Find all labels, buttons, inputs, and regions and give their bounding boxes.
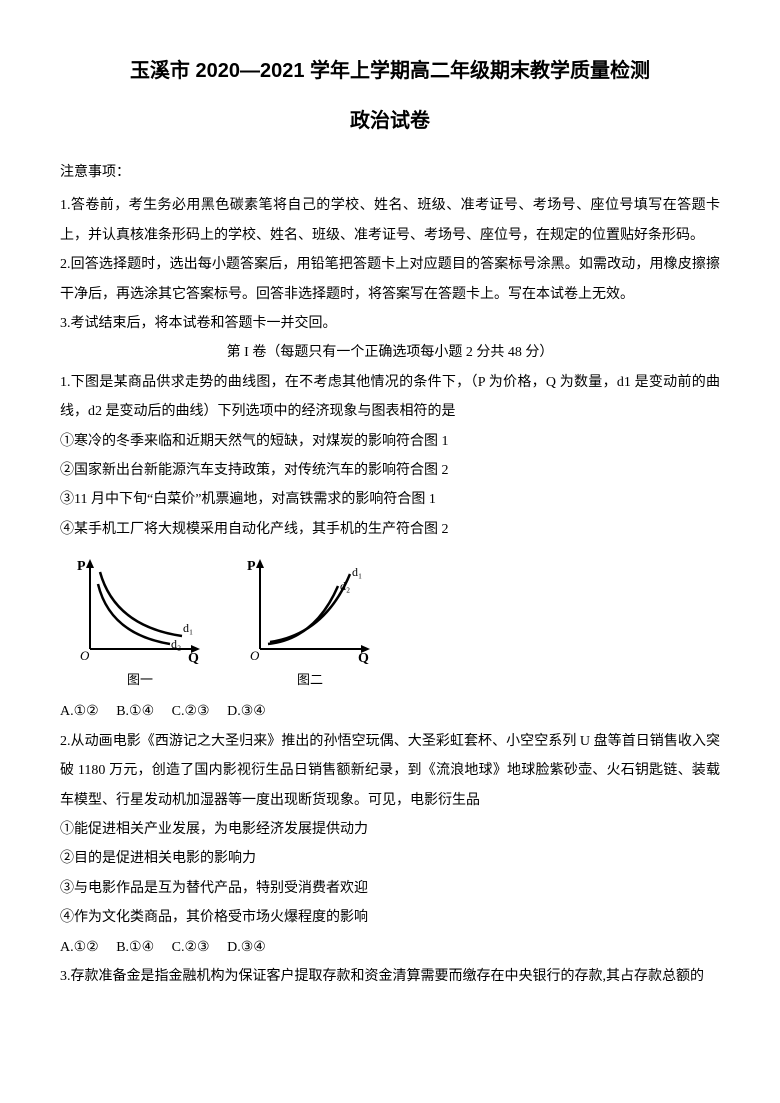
q2-choice-a: A.①② <box>60 940 99 955</box>
q1-choices: A.①② B.①④ C.②③ D.③④ <box>60 697 720 726</box>
chart1-o-label: O <box>80 648 90 663</box>
q1-statement-1: ①寒冷的冬季来临和近期天然气的短缺，对煤炭的影响符合图 1 <box>60 427 720 456</box>
q1-charts: P O Q d₁ d₂ 图一 P O Q d₁ d₂ 图二 <box>70 554 720 693</box>
chart2-q-label: Q <box>358 651 369 664</box>
q1-choice-a: A.①② <box>60 704 99 719</box>
chart1-d1-label: d₁ <box>183 621 193 635</box>
chart2-d1-label: d₁ <box>352 565 362 579</box>
q2-statement-4: ④作为文化类商品，其价格受市场火爆程度的影响 <box>60 903 720 932</box>
notice-item-3: 3.考试结束后，将本试卷和答题卡一并交回。 <box>60 309 720 338</box>
q1-statement-4: ④某手机工厂将大规模采用自动化产线，其手机的生产符合图 2 <box>60 515 720 544</box>
title-sub: 政治试卷 <box>60 100 720 142</box>
chart-2-svg: P O Q d₁ d₂ <box>240 554 380 664</box>
q2-choices: A.①② B.①④ C.②③ D.③④ <box>60 933 720 962</box>
section-1-header: 第 I 卷（每题只有一个正确选项每小题 2 分共 48 分） <box>60 338 720 367</box>
chart1-q-label: Q <box>188 651 199 664</box>
q1-choice-c: C.②③ <box>172 704 210 719</box>
chart-1-svg: P O Q d₁ d₂ <box>70 554 210 664</box>
chart1-d2-label: d₂ <box>171 637 181 651</box>
chart2-d2-label: d₂ <box>340 579 350 593</box>
chart-2-caption: 图二 <box>297 666 323 693</box>
chart-1: P O Q d₁ d₂ 图一 <box>70 554 210 693</box>
q1-statement-3: ③11 月中下旬“白菜价”机票遍地，对高铁需求的影响符合图 1 <box>60 485 720 514</box>
title-main: 玉溪市 2020—2021 学年上学期高二年级期末教学质量检测 <box>60 50 720 92</box>
chart2-o-label: O <box>250 648 260 663</box>
q1-choice-b: B.①④ <box>116 704 154 719</box>
q2-stem: 2.从动画电影《西游记之大圣归来》推出的孙悟空玩偶、大圣彩虹套杯、小空空系列 U… <box>60 727 720 815</box>
q2-statement-2: ②目的是促进相关电影的影响力 <box>60 844 720 873</box>
q2-statement-1: ①能促进相关产业发展，为电影经济发展提供动力 <box>60 815 720 844</box>
q2-statement-3: ③与电影作品是互为替代产品，特别受消费者欢迎 <box>60 874 720 903</box>
q1-statement-2: ②国家新出台新能源汽车支持政策，对传统汽车的影响符合图 2 <box>60 456 720 485</box>
chart2-p-label: P <box>247 559 256 574</box>
chart-2: P O Q d₁ d₂ 图二 <box>240 554 380 693</box>
q3-stem: 3.存款准备金是指金融机构为保证客户提取存款和资金清算需要而缴存在中央银行的存款… <box>60 962 720 991</box>
notice-item-1: 1.答卷前，考生务必用黑色碳素笔将自己的学校、姓名、班级、准考证号、考场号、座位… <box>60 191 720 250</box>
q2-choice-b: B.①④ <box>116 940 154 955</box>
chart-1-caption: 图一 <box>127 666 153 693</box>
q1-stem: 1.下图是某商品供求走势的曲线图，在不考虑其他情况的条件下，（P 为价格，Q 为… <box>60 368 720 427</box>
notice-header: 注意事项： <box>60 158 720 187</box>
chart1-p-label: P <box>77 559 86 574</box>
q2-choice-d: D.③④ <box>227 940 266 955</box>
q1-choice-d: D.③④ <box>227 704 266 719</box>
q2-choice-c: C.②③ <box>172 940 210 955</box>
notice-item-2: 2.回答选择题时，选出每小题答案后，用铅笔把答题卡上对应题目的答案标号涂黑。如需… <box>60 250 720 309</box>
